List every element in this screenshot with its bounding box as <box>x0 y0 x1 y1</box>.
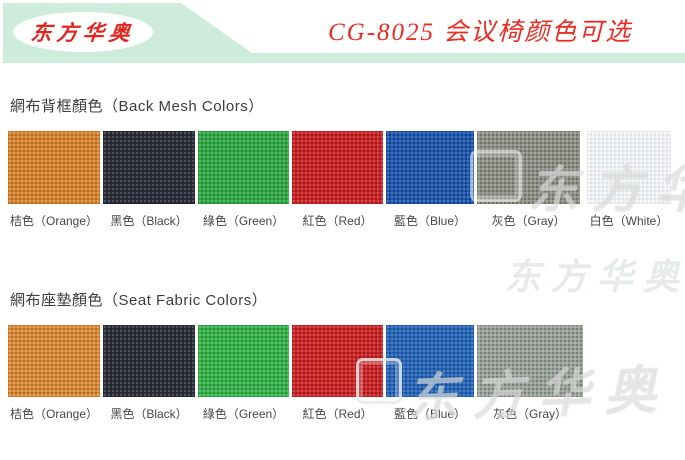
fabric-swatch-orange <box>8 325 100 397</box>
color-swatch-cell-white: 白色（White） <box>587 131 671 229</box>
color-swatch-cell-red: 紅色（Red） <box>292 325 383 422</box>
swatch-label: 桔色（Orange） <box>9 407 99 421</box>
color-swatch-cell-red: 紅色（Red） <box>292 131 383 229</box>
color-swatch-cell-orange: 桔色（Orange） <box>8 325 100 422</box>
swatch-label: 紅色（Red） <box>302 407 373 421</box>
color-swatch-cell-green: 綠色（Green） <box>198 131 289 229</box>
color-swatch-cell-green: 綠色（Green） <box>198 325 289 422</box>
fabric-swatch-orange <box>8 131 100 204</box>
swatch-label: 綠色（Green） <box>202 407 285 421</box>
swatch-label: 灰色（Gray） <box>491 214 566 228</box>
fabric-swatch-white <box>587 131 671 204</box>
swatch-label: 黑色（Black） <box>110 407 188 421</box>
section-title-seat-fabric: 網布座墊顏色（Seat Fabric Colors） <box>10 292 268 309</box>
swatch-label: 綠色（Green） <box>202 214 285 228</box>
watermark-text: 东方华奥 <box>505 256 685 298</box>
fabric-swatch-green <box>198 131 289 204</box>
color-swatch-cell-blue: 藍色（Blue） <box>386 131 474 229</box>
fabric-swatch-red <box>292 325 383 397</box>
swatch-label: 藍色（Blue） <box>393 214 467 228</box>
back-mesh-swatch-row: 桔色（Orange） 黑色（Black） 綠色（Green） 紅色（Red） 藍色（Bl… <box>0 131 685 229</box>
swatch-label: 灰色（Gray） <box>492 407 567 421</box>
swatch-label: 白色（White） <box>589 214 669 228</box>
fabric-swatch-blue <box>386 325 474 397</box>
color-swatch-cell-gray: 灰色（Gray） <box>477 131 580 229</box>
fabric-swatch-black <box>103 325 195 397</box>
swatch-label: 藍色（Blue） <box>393 407 467 421</box>
fabric-swatch-green <box>198 325 289 397</box>
fabric-swatch-gray <box>477 325 583 397</box>
swatch-label: 紅色（Red） <box>302 214 373 228</box>
section-title-back-mesh: 網布背框顏色（Back Mesh Colors） <box>10 98 264 115</box>
page-title: CG-8025 会议椅颜色可选 <box>328 19 633 46</box>
fabric-swatch-black <box>103 131 195 204</box>
fabric-swatch-red <box>292 131 383 204</box>
seat-fabric-swatch-row: 桔色（Orange） 黑色（Black） 綠色（Green） 紅色（Red） 藍色（Bl… <box>0 325 685 422</box>
brand-logo: 东方华奥 <box>13 12 153 52</box>
swatch-label: 黑色（Black） <box>110 214 188 228</box>
swatch-label: 桔色（Orange） <box>9 214 99 228</box>
color-swatch-cell-gray: 灰色（Gray） <box>477 325 583 422</box>
fabric-swatch-blue <box>386 131 474 204</box>
color-swatch-cell-orange: 桔色（Orange） <box>8 131 100 229</box>
color-swatch-cell-black: 黑色（Black） <box>103 325 195 422</box>
brand-logo-text: 东方华奥 <box>29 20 137 45</box>
fabric-swatch-gray <box>477 131 580 204</box>
color-swatch-cell-blue: 藍色（Blue） <box>386 325 474 422</box>
color-swatch-cell-black: 黑色（Black） <box>103 131 195 229</box>
